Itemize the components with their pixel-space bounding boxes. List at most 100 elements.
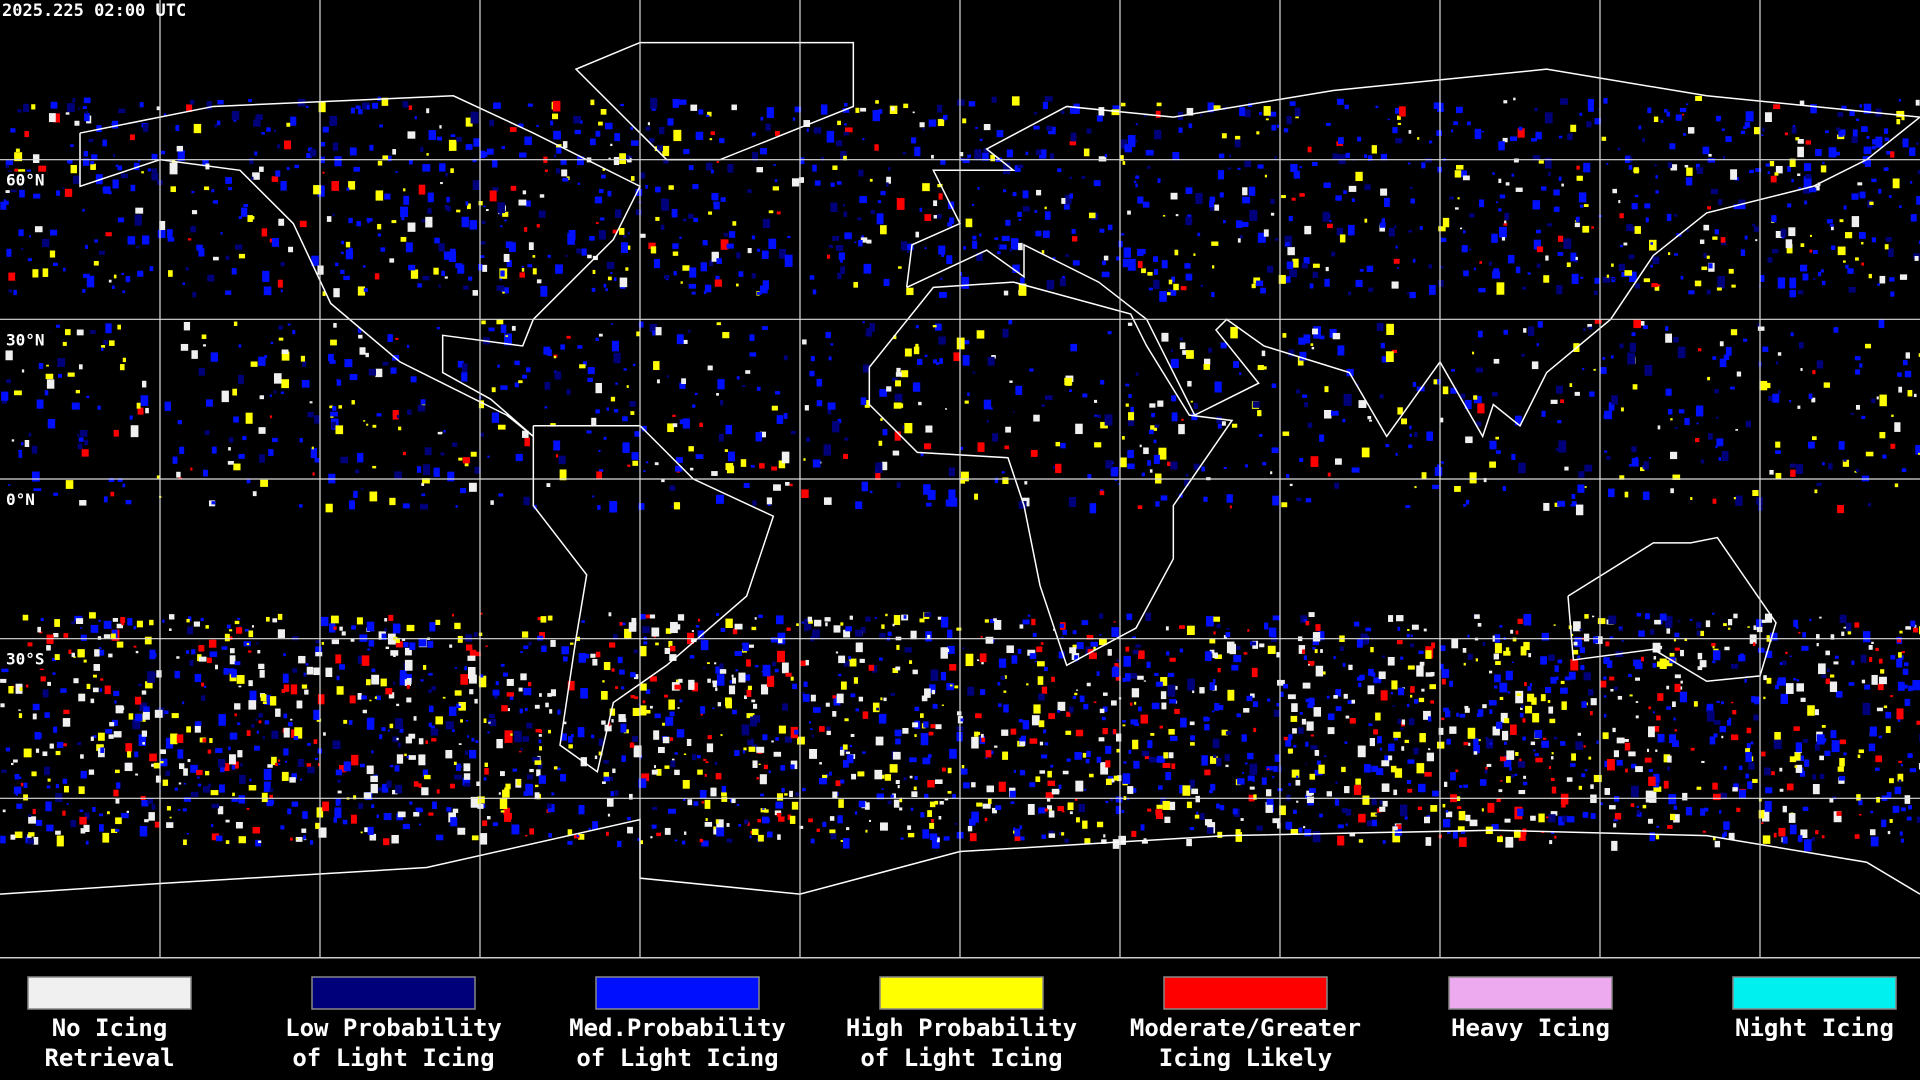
icing-pixel (445, 750, 453, 759)
icing-pixel (1616, 759, 1623, 766)
icing-pixel (715, 819, 719, 824)
icing-pixel (1168, 752, 1174, 759)
icing-pixel (1839, 739, 1846, 745)
icing-pixel (977, 731, 981, 736)
icing-pixel (980, 689, 986, 696)
icing-pixel (589, 236, 595, 241)
icing-pixel (630, 155, 633, 159)
icing-pixel (1635, 677, 1640, 681)
icing-pixel (653, 730, 660, 740)
icing-pixel (689, 655, 695, 659)
icing-pixel (1503, 329, 1508, 335)
icing-pixel (1795, 137, 1800, 141)
icing-pixel (982, 803, 991, 809)
icing-pixel (1902, 138, 1909, 148)
icing-pixel (1897, 718, 1901, 723)
icing-pixel (1209, 201, 1214, 208)
icing-pixel (1603, 676, 1607, 680)
icing-pixel (1246, 695, 1253, 702)
icing-pixel (568, 744, 573, 749)
icing-pixel (1249, 763, 1258, 775)
icing-pixel (391, 834, 399, 844)
icing-pixel (1225, 731, 1231, 735)
icing-pixel (290, 684, 298, 695)
icing-pixel (1706, 710, 1715, 722)
icing-pixel (1902, 668, 1909, 676)
icing-pixel (1447, 831, 1451, 834)
icing-pixel (1085, 758, 1090, 764)
icing-pixel (1891, 414, 1894, 417)
icing-pixel (274, 129, 277, 133)
icing-pixel (169, 628, 172, 631)
icing-pixel (237, 750, 243, 758)
icing-pixel (1849, 110, 1855, 116)
icing-pixel (1408, 229, 1413, 233)
icing-pixel (734, 750, 740, 757)
icing-pixel (1369, 737, 1375, 747)
legend-label: Med.Probability (569, 1014, 786, 1042)
icing-pixel (874, 144, 879, 151)
icing-pixel (1086, 682, 1091, 687)
icing-pixel (1667, 162, 1673, 168)
icing-pixel (984, 817, 988, 822)
icing-pixel (205, 399, 213, 407)
icing-pixel (658, 126, 665, 135)
icing-pixel (1124, 146, 1127, 150)
icing-pixel (501, 289, 504, 293)
icing-pixel (350, 638, 355, 642)
icing-pixel (1716, 287, 1722, 291)
icing-pixel (1527, 693, 1535, 702)
icing-pixel (1613, 818, 1618, 822)
icing-pixel (1699, 660, 1707, 668)
icing-pixel (432, 801, 437, 809)
icing-pixel (1879, 432, 1886, 439)
icing-pixel (1601, 136, 1607, 141)
icing-pixel (20, 782, 24, 787)
icing-pixel (1061, 810, 1065, 813)
icing-pixel (1009, 247, 1012, 252)
icing-pixel (127, 751, 132, 758)
icing-pixel (275, 762, 278, 767)
icing-pixel (1265, 118, 1269, 121)
icing-pixel (1828, 147, 1837, 158)
icing-pixel (747, 739, 755, 746)
icing-pixel (939, 277, 944, 281)
icing-pixel (120, 173, 128, 179)
icing-pixel (603, 776, 610, 782)
icing-pixel (766, 831, 773, 838)
icing-pixel (497, 364, 500, 368)
icing-pixel (544, 382, 551, 390)
icing-pixel (1171, 412, 1178, 422)
icing-pixel (1324, 278, 1330, 287)
icing-pixel (1821, 724, 1826, 728)
icing-pixel (627, 816, 631, 821)
icing-pixel (1201, 466, 1205, 472)
icing-pixel (238, 685, 242, 688)
icing-pixel (1276, 702, 1280, 707)
icing-pixel (445, 172, 448, 177)
legend-label: Retrieval (44, 1044, 174, 1072)
icing-pixel (78, 364, 83, 370)
icing-pixel (1155, 110, 1161, 118)
icing-pixel (1036, 189, 1042, 196)
icing-pixel (1796, 683, 1805, 692)
icing-pixel (1299, 351, 1307, 361)
icing-pixel (1918, 763, 1920, 770)
icing-pixel (1787, 166, 1791, 172)
icing-pixel (483, 718, 487, 724)
icing-pixel (1574, 391, 1580, 396)
icing-pixel (1189, 779, 1195, 788)
icing-pixel (1382, 800, 1388, 807)
icing-pixel (242, 435, 247, 441)
icing-pixel (537, 616, 542, 621)
icing-pixel (1717, 199, 1723, 205)
icing-pixel (820, 104, 828, 115)
icing-pixel (1112, 839, 1120, 849)
icing-pixel (1042, 101, 1048, 110)
icing-pixel (258, 713, 264, 718)
icing-pixel (715, 666, 721, 674)
icing-pixel (750, 830, 753, 834)
icing-pixel (427, 481, 430, 484)
icing-pixel (1018, 719, 1023, 723)
icing-pixel (1633, 319, 1641, 329)
